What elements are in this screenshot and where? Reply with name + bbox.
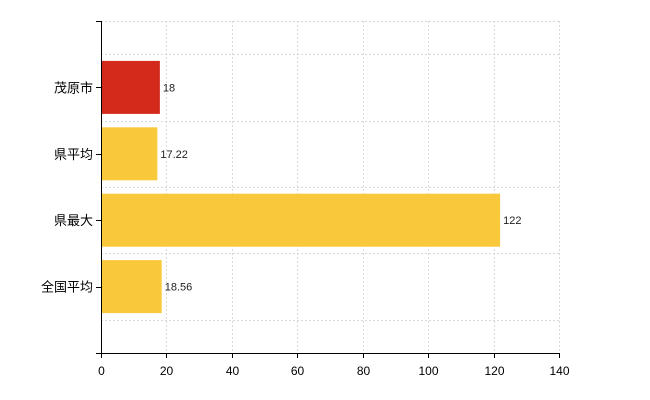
data-label: 18.56: [165, 282, 193, 294]
data-label: 122: [503, 215, 521, 227]
axes: [101, 21, 560, 354]
x-tick-label: 60: [291, 364, 305, 378]
bar: [102, 127, 158, 181]
x-tick-label: 0: [98, 364, 105, 378]
bars: [102, 60, 501, 314]
category-label: 全国平均: [41, 280, 93, 295]
x-tick-label: 120: [484, 364, 504, 378]
category-label: 県最大: [54, 213, 93, 228]
grid-lines: [101, 21, 560, 353]
x-tick-label: 100: [418, 364, 438, 378]
bar: [102, 193, 501, 247]
x-tick-label: 20: [160, 364, 174, 378]
category-label: 県平均: [54, 147, 93, 162]
data-label: 18: [163, 82, 175, 94]
data-label: 17.22: [160, 149, 188, 161]
x-tick-label: 40: [226, 364, 240, 378]
bar: [102, 60, 160, 114]
bar: [102, 260, 162, 314]
category-label: 茂原市: [54, 80, 93, 95]
x-tick-label: 140: [549, 364, 569, 378]
data-labels: 18 17.22 122 18.56: [160, 82, 521, 293]
x-ticks: 0 20 40 60 80 100 120 140: [98, 353, 570, 378]
x-tick-label: 80: [357, 364, 371, 378]
